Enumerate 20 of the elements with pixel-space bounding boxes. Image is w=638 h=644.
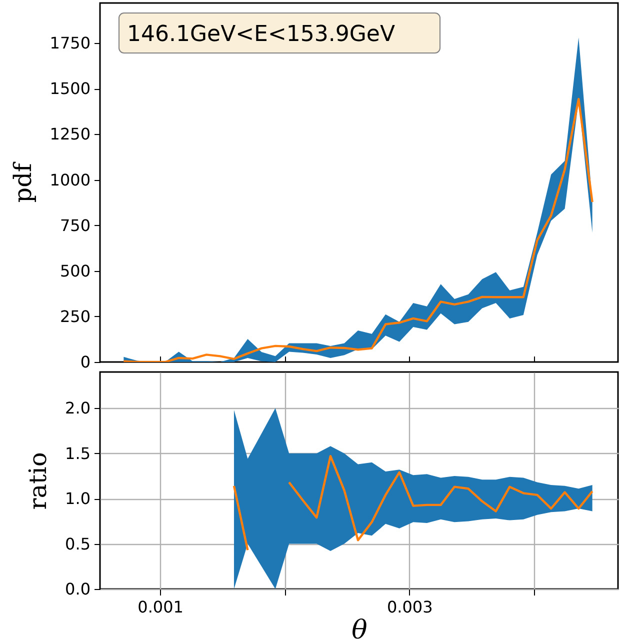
x-axis-title: θ — [352, 616, 368, 644]
y-tick-label: 1000 — [50, 170, 90, 190]
y-tick-label: 1750 — [50, 34, 90, 53]
annotation: 146.1GeV<E<153.9GeV — [127, 22, 395, 47]
line-series — [122, 98, 594, 362]
x-tick-label: 0.001 — [138, 598, 184, 616]
y-tick-label: 0 — [80, 352, 90, 372]
y-tick-label: 0.0 — [65, 580, 90, 598]
y-tick-label: 750 — [60, 216, 90, 235]
y-tick-label: 250 — [60, 306, 90, 326]
y-tick-label: 0.5 — [65, 534, 90, 554]
y-tick-label: 1.5 — [65, 444, 90, 463]
y-tick-label: 1.0 — [65, 489, 90, 508]
y-axis-title: ratio — [24, 452, 52, 510]
y-tick-label: 2.0 — [65, 398, 90, 418]
y-tick-label: 1250 — [50, 124, 90, 144]
y-tick-label: 500 — [60, 261, 90, 280]
y-axis-title: pdf — [8, 161, 37, 203]
x-tick-label: 0.003 — [386, 598, 433, 616]
y-tick-label: 1500 — [50, 79, 90, 98]
